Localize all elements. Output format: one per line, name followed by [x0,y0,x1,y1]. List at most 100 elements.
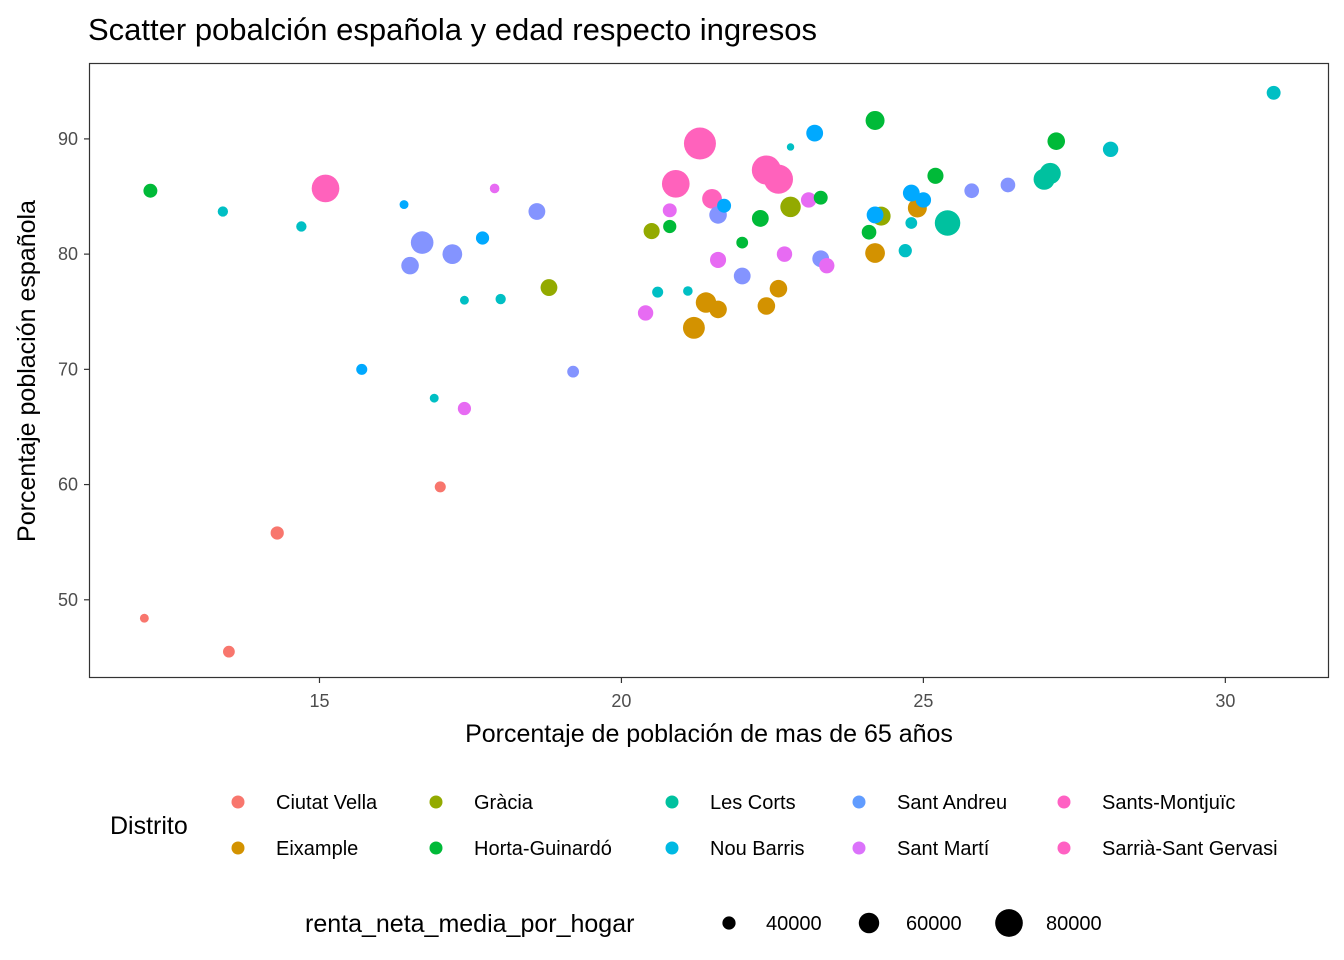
data-point [643,223,660,240]
data-point [964,183,980,199]
data-point [1266,85,1281,100]
data-point [223,645,235,658]
data-point [710,251,727,268]
data-point [927,167,944,184]
data-point [786,143,795,151]
data-point [866,206,884,224]
legend-label: Les Corts [710,792,796,814]
legend-label: Sant Martí [897,838,990,860]
data-point [459,295,469,305]
data-point [717,198,732,213]
legend-label: Eixample [276,838,358,860]
y-axis-title: Porcentaje población española [13,200,41,542]
y-tick-label: 90 [58,129,78,149]
x-tick-label: 30 [1215,691,1235,711]
data-point [861,224,877,240]
size-legend-key [858,912,880,934]
data-point [898,244,912,258]
data-point [442,244,463,264]
data-point [682,316,705,339]
y-tick-label: 50 [58,590,78,610]
data-point [934,210,961,236]
data-point [567,365,580,378]
data-point [457,401,472,416]
size-legend-title: renta_neta_media_por_hogar [305,910,634,938]
legend-key [429,841,443,855]
data-point [865,110,885,130]
data-point [776,246,793,262]
data-point [780,196,801,218]
legend-label: Sants-Montjuïc [1102,792,1235,814]
data-point [806,124,824,142]
legend-label: Gràcia [474,792,534,814]
color-legend-title: Distrito [110,812,188,840]
data-point [709,300,727,319]
data-point [637,305,654,321]
data-point [401,256,419,275]
plot-area [88,62,1330,679]
data-point [763,164,794,194]
data-point [296,221,307,232]
legend-label: Sarrià-Sant Gervasi [1102,838,1278,860]
data-point [528,203,546,220]
data-point [800,192,817,208]
data-point [270,526,284,540]
data-point [902,184,920,202]
legend-label: Ciutat Vella [276,792,378,814]
legend-label: Nou Barris [710,838,804,860]
legend-key [665,795,679,809]
data-point [915,192,932,208]
data-point [652,286,664,298]
data-point [662,203,677,218]
data-point [819,257,835,274]
legend-label: Horta-Guinardó [474,838,612,860]
data-point [410,231,434,254]
size-legend-label: 80000 [1046,913,1102,935]
data-point [475,231,490,245]
data-point [399,200,409,210]
data-point [683,286,693,296]
panel-border [88,62,1330,679]
legend-key [852,841,866,855]
legend-key [1057,841,1071,855]
data-point [429,393,439,403]
x-tick-label: 15 [309,691,329,711]
x-axis: 15 20 25 30 [309,677,1235,711]
data-point [1047,132,1066,150]
data-point [139,613,149,623]
color-legend: Distrito Ciutat Vella Eixample Gràcia Horta… [110,792,1278,860]
data-point [1000,177,1016,193]
legend-label: Sant Andreu [897,792,1007,814]
data-point [813,190,828,205]
y-tick-label: 70 [58,359,78,379]
x-axis-title: Porcentaje de población de mas de 65 año… [465,720,953,748]
data-point [434,481,446,493]
data-point [865,243,885,263]
data-point [751,209,769,227]
legend-key [665,841,679,855]
data-point [489,183,500,194]
data-point [540,279,558,296]
data-point [757,297,776,315]
data-point [1039,162,1061,185]
data-point [495,293,506,305]
x-tick-label: 25 [913,691,933,711]
data-points [139,85,1281,658]
legend-key [852,795,866,809]
data-point [733,267,751,285]
size-legend-key [995,909,1023,937]
size-legend-label: 40000 [766,913,822,935]
chart-title: Scatter pobalción española y edad respec… [88,12,817,47]
data-point [769,279,788,298]
data-point [661,170,690,198]
data-point [356,363,368,375]
data-point [143,183,158,198]
data-point [736,236,749,249]
size-legend: renta_neta_media_por_hogar 40000 60000 800… [305,909,1102,938]
data-point [683,127,716,160]
data-point [1102,141,1119,157]
data-point [217,206,229,217]
legend-key [231,795,245,809]
x-tick-label: 20 [611,691,631,711]
